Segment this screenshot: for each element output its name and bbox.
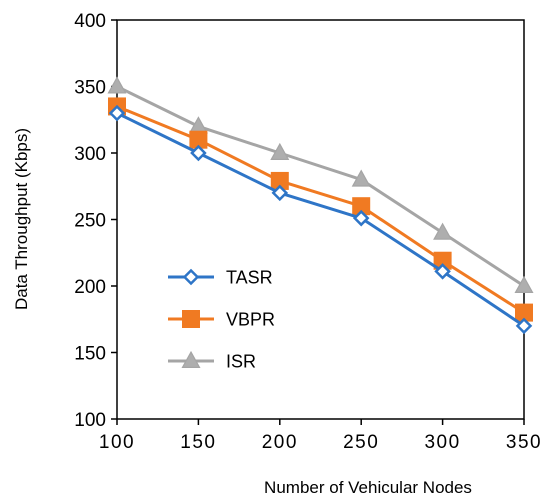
x-tick-label: 150 [180, 432, 216, 453]
series-tasr [108, 104, 533, 335]
x-axis-ticks: 100 150 200 250 300 350 [99, 419, 542, 453]
legend-label-isr: ISR [226, 352, 256, 372]
x-tick-label: 100 [99, 432, 135, 453]
y-axis-ticks: 100 150 200 250 300 350 400 [74, 11, 117, 431]
x-tick-label: 200 [262, 432, 298, 453]
series-layer [107, 76, 534, 335]
data-point-tasr [190, 144, 207, 162]
series-line-vbpr [116, 105, 525, 314]
plot-area: 100 150 200 250 300 350 400 100 150 200 250 300 350 [74, 11, 542, 453]
y-tick-label: 200 [74, 277, 106, 298]
data-point-isr [107, 76, 127, 94]
y-tick-label: 150 [74, 344, 106, 365]
plot-frame [116, 19, 525, 420]
data-point-tasr [108, 104, 126, 122]
data-point-isr [433, 222, 453, 240]
y-tick-label: 400 [74, 11, 106, 32]
legend-label-tasr: TASR [226, 268, 273, 288]
y-tick-label: 300 [74, 144, 106, 165]
y-tick-label: 100 [74, 410, 106, 431]
data-point-isr [514, 275, 534, 293]
data-point-tasr [271, 184, 289, 202]
x-tick-label: 250 [343, 432, 379, 453]
legend-marker-vbpr [182, 310, 200, 328]
legend: TASR VBPR ISR [168, 268, 275, 372]
legend-item-vbpr: VBPR [168, 310, 275, 330]
x-tick-label: 300 [424, 432, 460, 453]
y-tick-label: 250 [74, 211, 106, 232]
legend-marker-tasr [182, 268, 200, 286]
legend-item-isr: ISR [168, 350, 256, 372]
series-line-tasr [116, 111, 525, 328]
legend-marker-isr [181, 350, 201, 368]
data-point-tasr [515, 317, 533, 335]
data-point-isr [351, 169, 371, 187]
legend-item-tasr: TASR [168, 268, 273, 288]
data-point-isr [270, 142, 290, 160]
series-isr [107, 76, 534, 293]
x-axis-title: Number of Vehicular Nodes [264, 478, 472, 497]
data-point-tasr [352, 209, 370, 227]
y-tick-label: 350 [74, 78, 106, 99]
series-line-isr [116, 85, 525, 288]
y-axis-title: Data Throughput (Kbps) [12, 128, 31, 310]
legend-label-vbpr: VBPR [226, 310, 275, 330]
x-tick-label: 350 [506, 432, 542, 453]
data-point-tasr [434, 263, 451, 280]
